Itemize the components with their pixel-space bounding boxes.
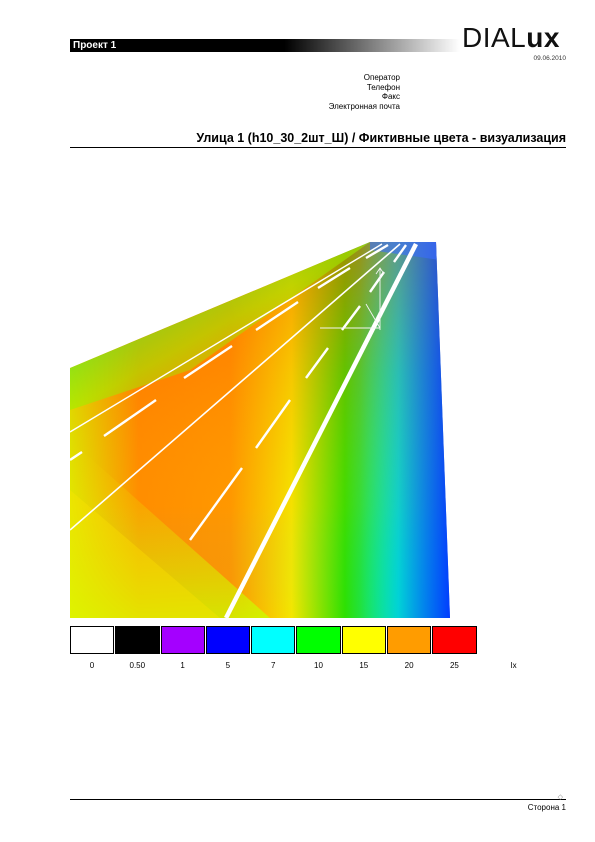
section-title: Улица 1 (h10_30_2шт_Ш) / Фиктивные цвета…: [196, 131, 566, 145]
legend-label-3: 5: [225, 661, 231, 670]
footer-mark: ◇: [557, 794, 563, 801]
false-color-visualization: [70, 242, 450, 620]
project-title: Проект 1: [73, 40, 117, 51]
header-date: 09.06.2010: [533, 55, 566, 62]
footer-divider: [70, 799, 566, 800]
header-bar: [70, 39, 460, 52]
legend-swatch-2: [160, 626, 205, 654]
legend-swatch-6: [341, 626, 387, 654]
legend-label-0: 0: [89, 661, 95, 670]
legend-label-7: 20: [404, 661, 414, 670]
contact-phone: Телефон: [366, 82, 400, 92]
legend-swatch-5: [296, 626, 341, 654]
legend-label-1: 0.50: [129, 661, 146, 670]
road-markings: [70, 242, 419, 620]
legend-label-6: 15: [359, 661, 369, 670]
section-divider: [70, 147, 566, 148]
contact-email: Электронная почта: [328, 101, 400, 111]
legend-unit: lx: [510, 661, 517, 670]
contact-fax: Факс: [381, 92, 400, 101]
logo-bold-part: ux: [526, 22, 560, 53]
legend-swatch-4: [251, 626, 296, 654]
legend-label-5: 10: [314, 661, 323, 670]
contact-operator: Оператор: [363, 73, 400, 82]
contact-block: Оператор Телефон Факс Электронная почта: [329, 73, 400, 111]
legend-swatch-7: [387, 626, 432, 654]
legend-swatch-8: [432, 626, 477, 654]
legend-label-4: 7: [270, 661, 276, 670]
dialux-logo: DIALux: [462, 22, 560, 54]
page-number: Сторона 1: [527, 803, 566, 812]
legend-label-8: 25: [449, 661, 459, 670]
legend-swatch-1: [115, 626, 160, 654]
logo-light-part: DIAL: [462, 22, 527, 53]
legend-swatch-3: [205, 626, 251, 654]
legend-swatches: [70, 626, 477, 654]
legend-swatch-0: [70, 626, 115, 654]
legend-label-2: 1: [180, 661, 185, 670]
